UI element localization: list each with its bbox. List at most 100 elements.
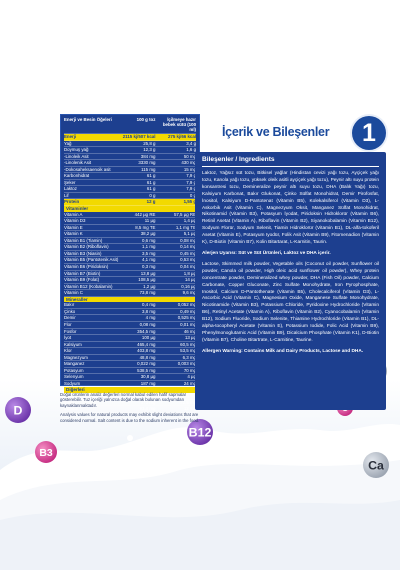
table-cell: Lif [64, 192, 69, 198]
table-cell: Doymuş yağ [64, 147, 89, 153]
table-cell: 13,8 µg [140, 270, 156, 276]
note: Doğal ürünlerin analiz değerleri normal … [60, 392, 187, 408]
table-row: Klor 403,8 mg 53,5 mg [64, 348, 196, 355]
table-cell: Karbonhidrat [64, 173, 90, 179]
vitamin-ball [5, 397, 31, 423]
table-cell: Şeker [64, 179, 76, 185]
table-cell: Yağ [64, 140, 72, 146]
table-cell: 53,5 mg [180, 348, 197, 354]
table-row: İnositol 93,4 mg 12 mg [64, 406, 196, 413]
ingredients-en: Lactose, Skimmed milk powder, Vegetable … [202, 261, 379, 343]
table-cell: 1,1 mg [142, 244, 156, 250]
table-cell: 25,8 g [143, 140, 156, 146]
table-cell: 3330 mg [138, 160, 156, 166]
title: İçerik ve Bileşenler [222, 125, 330, 139]
table-cell: 6,3 mg [182, 354, 197, 360]
table-cell: Vitamin B2 (Riboflavin) [64, 244, 109, 250]
table-row: Protein 12 g 1,55 g [64, 199, 196, 207]
table-row: Vitamin B5 (Pantotenik Asit) 4,1 mg 0,53 m… [64, 257, 196, 264]
table-cell: 9,6 mg [182, 290, 197, 296]
table-row: Manganez 0,022 mg 0,003 mg [64, 361, 196, 368]
table-row: Vitamin B12 (Kobalamin) 1,2 µg 0,16 µg [64, 284, 196, 291]
table-cell: Kalsiyum [64, 341, 82, 347]
table-cell: 27,7 mg [139, 393, 156, 399]
table-row: Vitamin B3 (Niasin) 3,5 mg 0,45 mg [64, 251, 196, 258]
table-cell: 4 µg [187, 374, 197, 380]
header-cell: Enerji ve Besin Öğeleri [64, 117, 112, 122]
table-cell: L-Karnitin [64, 393, 83, 399]
table-row: Selenyum 30,8 µg 4 µg [64, 374, 196, 381]
table-row: Kalsiyum 465,4 mg 60,5 mg [64, 342, 196, 349]
ingredients-heading: Bileşenler / Ingredients [202, 156, 379, 167]
table-cell: 0,022 mg [137, 361, 156, 367]
table-cell: 0,04 mg [180, 263, 197, 269]
table-cell: 100 µg [141, 335, 156, 341]
table-cell: 2115 kj/507 kcal [122, 134, 156, 139]
table-cell: 0,525 mg [177, 315, 197, 321]
table-cell: 70 mg [183, 367, 197, 373]
table-row: Potasyum 538,5 mg 70 mg [64, 368, 196, 375]
table-cell: 0,16 µg [181, 283, 197, 289]
table-cell: -Linoleik Asit [64, 153, 89, 159]
table-cell: 5,36 mg [180, 412, 197, 418]
table-cell: 0,052 mg [177, 302, 197, 308]
table-cell: 48,8 mg [139, 354, 156, 360]
table-row: Demir 4 mg 0,525 mg [64, 315, 196, 322]
table-cell: 3,8 mg [142, 308, 156, 314]
table-cell: Enerji [64, 134, 77, 139]
table-cell: 11 µg [144, 218, 156, 224]
table-cell: Vitamin B6 (Piridoksin) [64, 263, 109, 269]
table-row: Vitamin K 38,2 µg 5,1 µg [64, 231, 196, 238]
table-row: Vitamin B6 (Piridoksin) 0,3 mg 0,04 mg [64, 264, 196, 271]
table-cell: 60,5 mg [180, 341, 197, 347]
vitamin-ball [187, 419, 213, 445]
table-row: Karbonhidrat 61 g 7,9 g [64, 173, 196, 180]
table-row: Vitamin D3 11 µg 1,4 µg [64, 218, 196, 225]
table-cell: 8,5 mg TE [135, 224, 156, 230]
table-cell: Potasyum [64, 367, 84, 373]
allergen-en: Allergen Warning: Contains Milk and Dair… [202, 348, 364, 354]
table-cell: Vitamin K [64, 231, 83, 237]
table-cell: 12 mg [183, 406, 197, 412]
table-cell: 0 g [189, 192, 197, 198]
table-cell: 354,5 mg [137, 328, 156, 334]
table-row: Vitamin B1 (Tiamin) 0,6 mg 0,08 mg [64, 238, 196, 245]
header-cell: 100 g toz [136, 117, 156, 122]
table-cell: Vitamin B9 (Folat) [64, 277, 100, 283]
table-cell: 1,1 mg TE [175, 224, 197, 230]
ingredients-panel: Bileşenler / Ingredients Laktoz, Yağsız … [195, 152, 386, 410]
table-cell: Vitamin B1 (Tiamin) [64, 237, 103, 243]
header-cell: İçilmeye hazır bebek sütü (100 ml) [162, 117, 197, 132]
table-cell: 22,5 mg [180, 399, 197, 405]
table-cell: 442 µg RE [134, 211, 156, 217]
table-cell: Vitamin D3 [64, 218, 86, 224]
table-cell: Manganez [64, 361, 85, 367]
table-cell: 0,3 mg [142, 263, 156, 269]
table-cell: 3,4 g [186, 140, 197, 146]
table-row: -Linoleik Asit 384 mg 50 mg [64, 154, 196, 161]
table-cell: 41,2 mg [139, 412, 156, 418]
table-cell: 0,53 mg [180, 257, 197, 263]
table-cell: 7,9 g [186, 179, 197, 185]
table-cell: Vitamin E [64, 224, 83, 230]
table-cell: Vitamin B7 (Biotin) [64, 270, 101, 276]
table-cell: 46 mg [183, 328, 197, 334]
table-row: Enerji 2115 kj/507 kcal 275 kj/66 kcal [64, 134, 196, 141]
vitamin-ball [363, 452, 389, 478]
table-row: Yağ 25,8 g 3,4 g [64, 141, 196, 148]
table-cell: -Linolenik Asit [64, 160, 92, 166]
table-cell: 0,003 mg [177, 361, 197, 367]
table-cell: 1,2 µg [143, 283, 156, 289]
table-cell: Vitamin B5 (Pantotenik Asit) [64, 257, 119, 263]
table-row: Vitamin B2 (Riboflavin) 1,1 mg 0,14 mg [64, 244, 196, 251]
table-cell: Magnezyum [64, 354, 88, 360]
table-row: Lif 0 g 0 g [64, 193, 196, 200]
vitamin-ball [35, 441, 57, 463]
table-row: Fosfor 354,5 mg 46 mg [64, 329, 196, 336]
table-cell: 7,9 g [186, 186, 197, 192]
table-cell: 1,6 g [186, 147, 197, 153]
table-row: Vitamin E 8,5 mg TE 1,1 mg TE [64, 225, 196, 232]
table-cell: 0,08 mg [139, 321, 156, 327]
table-row: Bakır 0,4 mg 0,052 mg [64, 302, 196, 309]
table-cell: 38,2 µg [140, 231, 156, 237]
